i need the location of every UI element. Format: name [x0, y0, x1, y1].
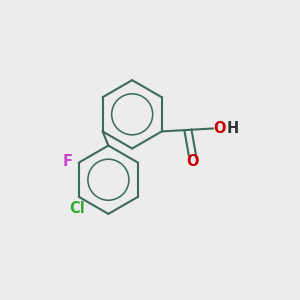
Text: H: H [226, 121, 238, 136]
Text: F: F [62, 154, 73, 169]
Text: Cl: Cl [69, 201, 85, 216]
Text: O: O [214, 121, 226, 136]
Text: O: O [186, 154, 199, 169]
